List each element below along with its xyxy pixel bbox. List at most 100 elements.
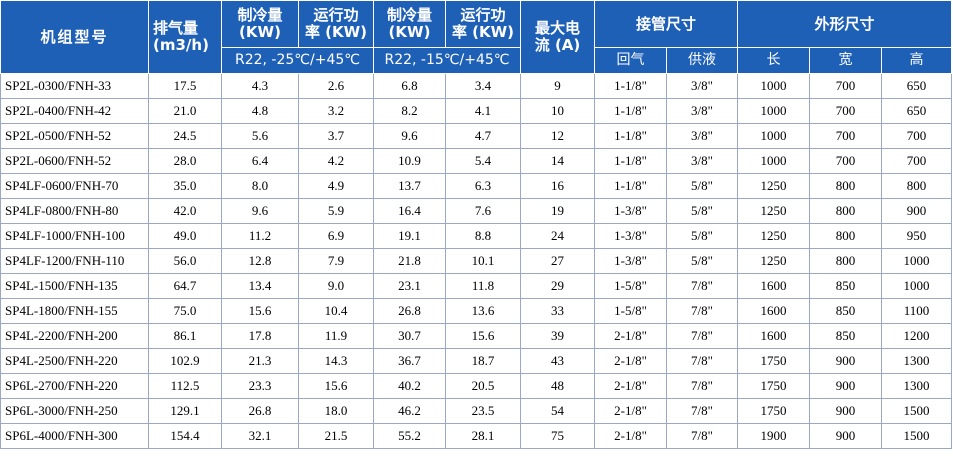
power-mid-cell: 18.7 <box>445 348 521 374</box>
return-gas-cell: 1-1/8" <box>594 123 667 149</box>
condition-low-header: R22, -25℃/+45℃ <box>221 47 374 74</box>
cooling-capacity-low-cell: 5.6 <box>221 123 299 149</box>
power-low-cell: 3.7 <box>298 123 374 149</box>
liquid-supply-cell: 3/8" <box>665 123 739 149</box>
power-mid-cell: 7.6 <box>445 198 521 224</box>
liquid-supply-cell: 3/8" <box>665 148 739 174</box>
cooling-capacity-low-header: 制冷量 (KW) <box>221 0 299 48</box>
length-cell: 1000 <box>737 123 811 149</box>
width-cell: 800 <box>809 223 883 249</box>
displacement-cell: 56.0 <box>148 248 222 274</box>
height-cell: 1100 <box>881 298 953 324</box>
liquid-supply-cell: 3/8" <box>665 98 739 124</box>
header-line: (m3/h) <box>153 36 209 54</box>
cooling-capacity-mid-cell: 9.6 <box>373 123 446 149</box>
dimensions-header: 外形尺寸 <box>737 0 953 48</box>
header-line: 流 (A) <box>534 36 581 54</box>
cooling-capacity-low-cell: 15.6 <box>221 298 299 324</box>
length-cell: 1750 <box>737 398 811 424</box>
cooling-capacity-low-cell: 12.8 <box>221 248 299 274</box>
cooling-capacity-low-cell: 17.8 <box>221 323 299 349</box>
width-cell: 700 <box>809 98 883 124</box>
length-cell: 1000 <box>737 73 811 99</box>
table-row: SP6L-4000/FNH-300 154.4 32.1 21.5 55.2 28.1 75… <box>0 423 953 449</box>
power-low-cell: 10.4 <box>298 298 374 324</box>
power-low-cell: 5.9 <box>298 198 374 224</box>
power-mid-cell: 23.5 <box>445 398 521 424</box>
cooling-capacity-low-cell: 26.8 <box>221 398 299 424</box>
cooling-capacity-low-cell: 6.4 <box>221 148 299 174</box>
model-cell: SP6L-3000/FNH-250 <box>0 398 149 424</box>
cooling-capacity-low-cell: 13.4 <box>221 273 299 299</box>
max-current-cell: 48 <box>520 373 595 399</box>
max-current-cell: 14 <box>520 148 595 174</box>
length-cell: 1600 <box>737 273 811 299</box>
max-current-cell: 43 <box>520 348 595 374</box>
return-gas-cell: 1-1/8" <box>594 148 667 174</box>
length-cell: 1900 <box>737 423 811 449</box>
return-gas-cell: 2-1/8" <box>594 323 667 349</box>
model-cell: SP4LF-1200/FNH-110 <box>0 248 149 274</box>
max-current-header: 最大电 流 (A) <box>520 0 595 74</box>
power-low-cell: 3.2 <box>298 98 374 124</box>
table-row: SP4L-1500/FNH-135 64.7 13.4 9.0 23.1 11.8 29 1-… <box>0 273 953 299</box>
model-cell: SP4LF-0800/FNH-80 <box>0 198 149 224</box>
height-cell: 800 <box>881 173 953 199</box>
max-current-cell: 12 <box>520 123 595 149</box>
power-mid-cell: 6.3 <box>445 173 521 199</box>
cooling-capacity-mid-cell: 10.9 <box>373 148 446 174</box>
width-cell: 900 <box>809 398 883 424</box>
cooling-capacity-low-cell: 23.3 <box>221 373 299 399</box>
length-cell: 1000 <box>737 148 811 174</box>
header-line: 率 (KW) <box>304 23 368 41</box>
table-row: SP4LF-1200/FNH-110 56.0 12.8 7.9 21.8 10.1 27 1… <box>0 248 953 274</box>
table-row: SP2L-0400/FNH-42 21.0 4.8 3.2 8.2 4.1 10 1-1/8"… <box>0 98 953 124</box>
width-cell: 850 <box>809 323 883 349</box>
cooling-capacity-mid-cell: 26.8 <box>373 298 446 324</box>
displacement-cell: 112.5 <box>148 373 222 399</box>
header-line: (KW) <box>239 23 281 41</box>
cooling-capacity-mid-cell: 40.2 <box>373 373 446 399</box>
length-cell: 1750 <box>737 373 811 399</box>
liquid-supply-cell: 7/8" <box>665 348 739 374</box>
cooling-capacity-mid-cell: 36.7 <box>373 348 446 374</box>
model-cell: SP6L-2700/FNH-220 <box>0 373 149 399</box>
power-low-cell: 14.3 <box>298 348 374 374</box>
power-mid-cell: 15.6 <box>445 323 521 349</box>
liquid-supply-cell: 5/8" <box>665 173 739 199</box>
power-mid-cell: 10.1 <box>445 248 521 274</box>
length-cell: 1250 <box>737 198 811 224</box>
displacement-cell: 154.4 <box>148 423 222 449</box>
return-gas-header: 回气 <box>594 47 667 74</box>
model-cell: SP4L-2500/FNH-220 <box>0 348 149 374</box>
table-row: SP4L-2500/FNH-220 102.9 21.3 14.3 36.7 18.7 43… <box>0 348 953 374</box>
liquid-supply-cell: 7/8" <box>665 298 739 324</box>
length-cell: 1600 <box>737 323 811 349</box>
power-low-cell: 9.0 <box>298 273 374 299</box>
length-cell: 1750 <box>737 348 811 374</box>
displacement-cell: 102.9 <box>148 348 222 374</box>
cooling-capacity-mid-cell: 16.4 <box>373 198 446 224</box>
power-mid-cell: 13.6 <box>445 298 521 324</box>
displacement-cell: 17.5 <box>148 73 222 99</box>
width-cell: 900 <box>809 373 883 399</box>
width-cell: 800 <box>809 198 883 224</box>
power-mid-cell: 28.1 <box>445 423 521 449</box>
power-mid-header: 运行功 率 (KW) <box>445 0 521 48</box>
length-cell: 1250 <box>737 173 811 199</box>
displacement-cell: 24.5 <box>148 123 222 149</box>
cooling-capacity-low-cell: 21.3 <box>221 348 299 374</box>
header-line: (KW) <box>388 23 431 41</box>
cooling-capacity-low-cell: 9.6 <box>221 198 299 224</box>
height-cell: 650 <box>881 73 953 99</box>
height-cell: 700 <box>881 123 953 149</box>
header-line: 率 (KW) <box>451 23 515 41</box>
power-low-cell: 18.0 <box>298 398 374 424</box>
max-current-cell: 39 <box>520 323 595 349</box>
width-cell: 800 <box>809 173 883 199</box>
return-gas-cell: 2-1/8" <box>594 423 667 449</box>
displacement-cell: 86.1 <box>148 323 222 349</box>
model-cell: SP2L-0400/FNH-42 <box>0 98 149 124</box>
power-low-cell: 21.5 <box>298 423 374 449</box>
length-cell: 1250 <box>737 248 811 274</box>
